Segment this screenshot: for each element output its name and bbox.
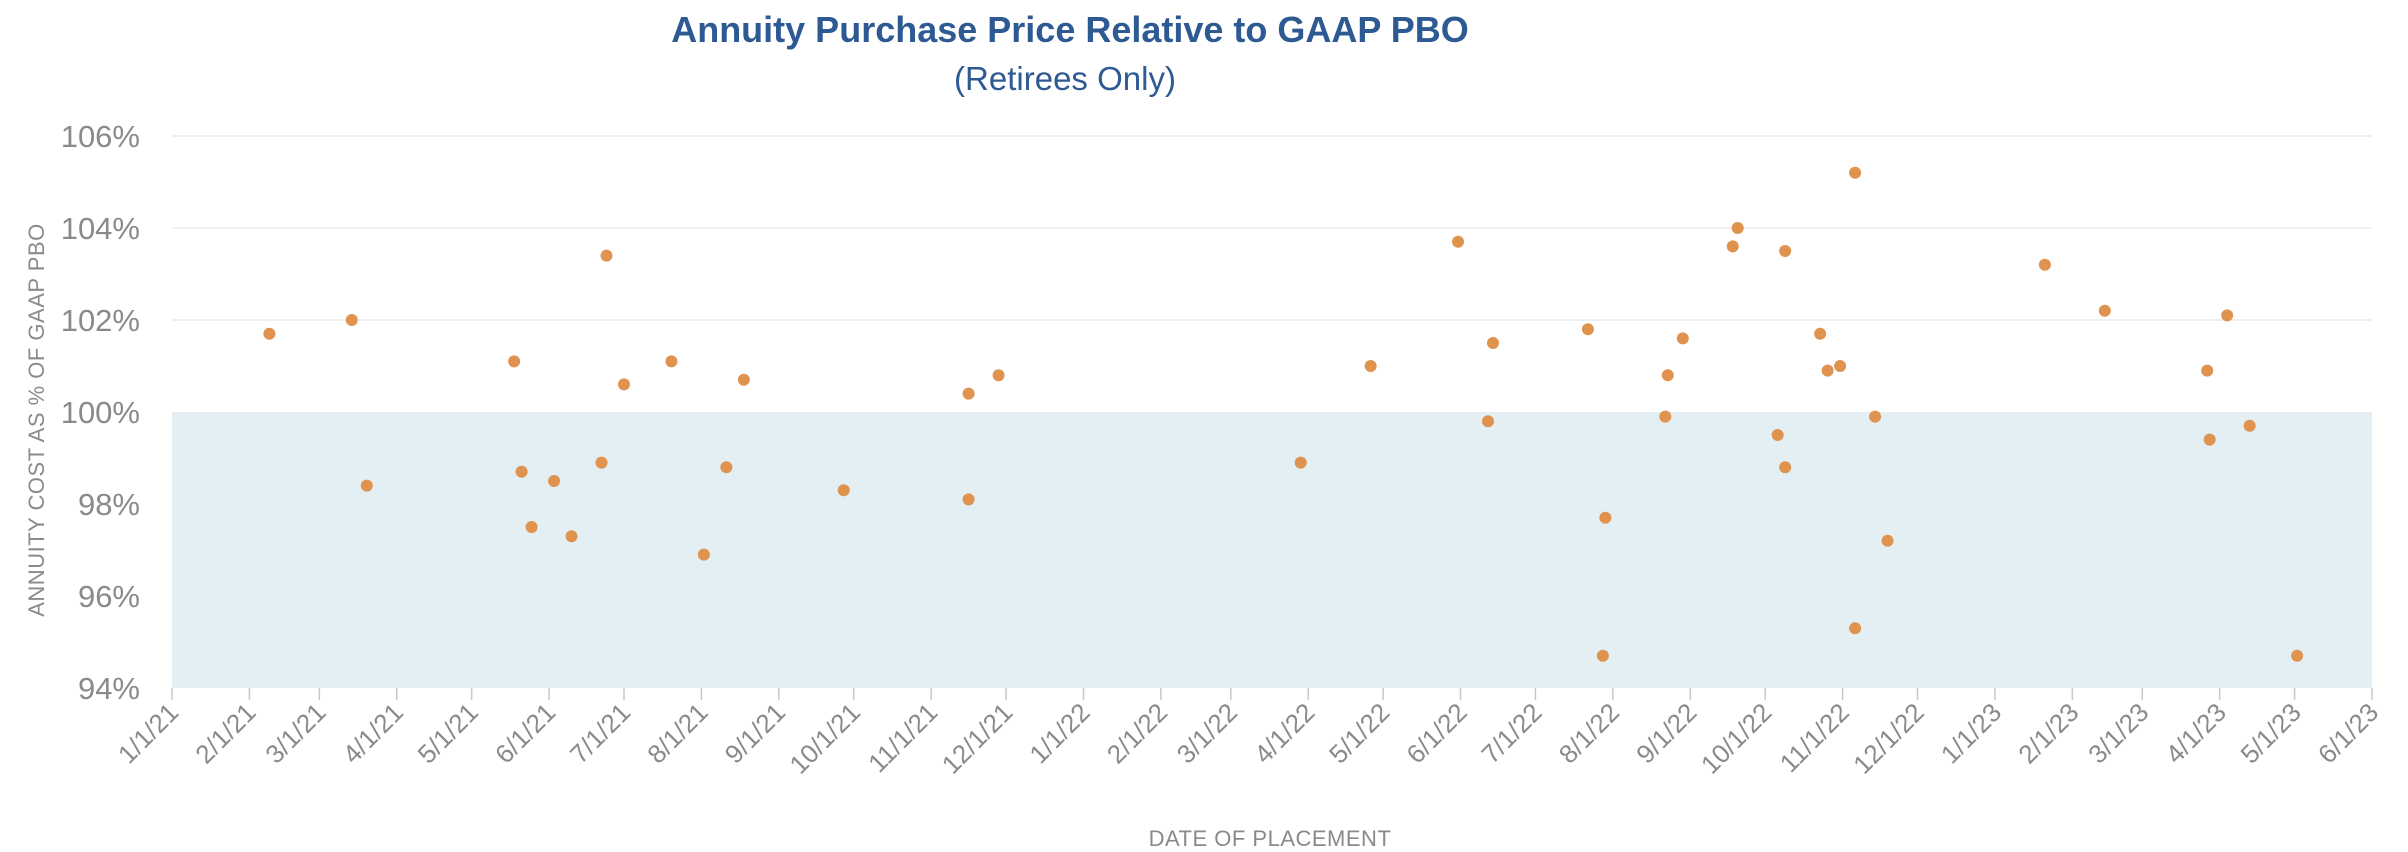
data-point <box>1482 415 1495 428</box>
data-point <box>1581 323 1594 336</box>
data-point <box>697 548 710 561</box>
y-axis-label: ANNUITY COST AS % OF GAAP PBO <box>24 223 49 617</box>
data-point <box>508 355 521 368</box>
data-point <box>2221 309 2234 322</box>
data-point <box>1779 245 1792 257</box>
y-tick-label: 100% <box>61 395 140 430</box>
data-point <box>2243 419 2256 432</box>
x-tick-label: 7/1/21 <box>564 697 636 769</box>
data-point <box>2201 364 2214 377</box>
data-point <box>2098 304 2111 317</box>
x-tick-label: 1/1/23 <box>1935 697 2007 769</box>
x-tick-label: 6/1/22 <box>1400 697 1472 769</box>
x-tick-label: 7/1/22 <box>1475 697 1547 769</box>
x-tick-label: 4/1/22 <box>1248 697 1320 769</box>
data-point <box>263 327 276 340</box>
data-points <box>263 166 2304 662</box>
data-point <box>1452 235 1465 248</box>
data-point <box>565 530 578 543</box>
gridlines <box>172 135 2372 321</box>
x-tick-label: 12/1/21 <box>936 697 1019 780</box>
data-point <box>1881 534 1894 547</box>
data-point <box>515 465 528 478</box>
data-point <box>737 373 750 386</box>
data-point <box>2203 433 2216 446</box>
data-point <box>2038 258 2051 271</box>
data-point <box>1661 369 1674 382</box>
data-point <box>600 249 613 262</box>
x-tick-label: 10/1/22 <box>1695 697 1778 780</box>
data-point <box>1849 166 1862 179</box>
data-point <box>1486 337 1499 349</box>
x-tick-label: 9/1/21 <box>719 697 791 769</box>
y-tick-label: 104% <box>61 211 140 246</box>
chart-subtitle: (Retirees Only) <box>954 60 1176 97</box>
x-tick-label: 2/1/21 <box>189 697 261 769</box>
x-tick-label: 11/1/22 <box>1774 697 1855 778</box>
x-tick-label: 12/1/22 <box>1847 697 1930 780</box>
data-point <box>837 484 850 497</box>
x-axis-label: DATE OF PLACEMENT <box>1149 826 1392 851</box>
data-point <box>1834 360 1847 372</box>
data-point <box>2291 649 2304 662</box>
data-point <box>1849 622 1862 635</box>
x-tick-label: 3/1/21 <box>259 697 331 769</box>
x-axis-ticks: 1/1/21 2/1/213/1/21 4/1/21 5/1/21 6/1/21 7/1/… <box>112 688 2384 780</box>
y-tick-label: 96% <box>78 579 140 614</box>
data-point <box>1771 429 1784 441</box>
data-point <box>595 456 608 469</box>
x-tick-label: 2/1/23 <box>2012 697 2084 769</box>
data-point <box>720 461 733 474</box>
x-tick-label: 8/1/21 <box>641 697 713 769</box>
data-point <box>1596 649 1609 662</box>
x-tick-label: 3/1/22 <box>1171 697 1243 769</box>
x-tick-label: 9/1/22 <box>1630 697 1702 769</box>
data-point <box>1821 364 1834 377</box>
data-point <box>1726 240 1739 253</box>
data-point <box>1814 327 1827 340</box>
data-point <box>992 369 1005 382</box>
data-point <box>548 475 561 487</box>
y-tick-label: 98% <box>78 487 140 522</box>
data-point <box>1599 511 1612 524</box>
x-tick-label: 5/1/21 <box>412 697 484 769</box>
data-point <box>617 378 630 391</box>
data-point <box>1779 461 1792 474</box>
x-tick-label: 4/1/21 <box>337 697 409 769</box>
chart-title: Annuity Purchase Price Relative to GAAP … <box>671 9 1469 50</box>
x-tick-label: 10/1/21 <box>783 697 866 780</box>
x-tick-label: 4/1/23 <box>2160 697 2232 769</box>
data-point <box>665 355 678 368</box>
x-tick-label: 1/1/22 <box>1023 697 1095 769</box>
x-tick-label: 5/1/22 <box>1323 697 1395 769</box>
x-tick-label: 8/1/22 <box>1553 697 1625 769</box>
data-point <box>525 521 538 533</box>
data-point <box>1869 410 1882 423</box>
x-tick-label: 6/1/23 <box>2312 697 2384 769</box>
data-point <box>345 314 358 326</box>
y-tick-label: 94% <box>78 671 140 706</box>
x-tick-label: 2/1/22 <box>1101 697 1173 769</box>
below-100-shaded-band <box>172 412 2372 688</box>
data-point <box>360 479 373 492</box>
data-point <box>1659 410 1672 423</box>
y-tick-label: 106% <box>61 119 140 154</box>
data-point <box>1294 456 1307 469</box>
x-tick-label: 5/1/23 <box>2234 697 2306 769</box>
data-point <box>1676 332 1689 345</box>
x-tick-label: 11/1/21 <box>862 697 943 778</box>
x-tick-label: 3/1/23 <box>2082 697 2154 769</box>
x-tick-label: 6/1/21 <box>489 697 561 769</box>
x-tick-label: 1/1/21 <box>112 697 184 769</box>
data-point <box>962 387 975 400</box>
data-point <box>962 493 975 506</box>
y-axis-ticks: 94% 96% 98% 100% 102% 104% 106% <box>61 119 140 706</box>
y-tick-label: 102% <box>61 303 140 338</box>
data-point <box>1731 222 1744 234</box>
data-point <box>1364 360 1377 372</box>
